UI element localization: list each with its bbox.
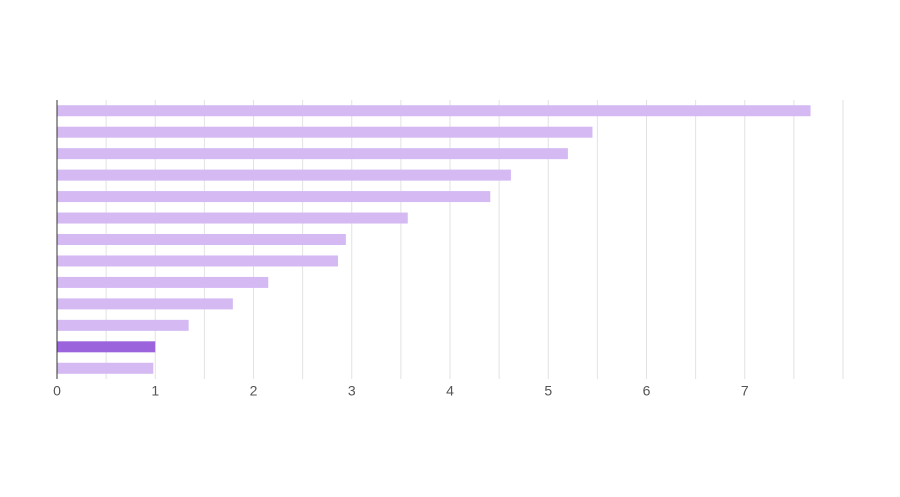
x-tick-label: 6	[643, 383, 651, 399]
bar	[57, 362, 154, 374]
bar	[57, 319, 189, 331]
x-tick-label: 5	[544, 383, 552, 399]
x-tick-label: 2	[250, 383, 258, 399]
bar	[57, 298, 233, 310]
bar	[57, 255, 338, 267]
x-tick-label: 0	[53, 383, 61, 399]
bar	[57, 212, 408, 224]
x-tick-label: 1	[151, 383, 159, 399]
x-tick-label: 4	[446, 383, 454, 399]
x-tick-label: 7	[741, 383, 749, 399]
bar	[57, 234, 346, 245]
bar	[57, 341, 156, 353]
bar	[57, 276, 269, 288]
bar	[57, 169, 511, 181]
bar	[57, 148, 568, 160]
bar	[57, 126, 593, 138]
bar	[57, 191, 491, 203]
x-tick-label: 3	[348, 383, 356, 399]
bar	[57, 105, 811, 117]
